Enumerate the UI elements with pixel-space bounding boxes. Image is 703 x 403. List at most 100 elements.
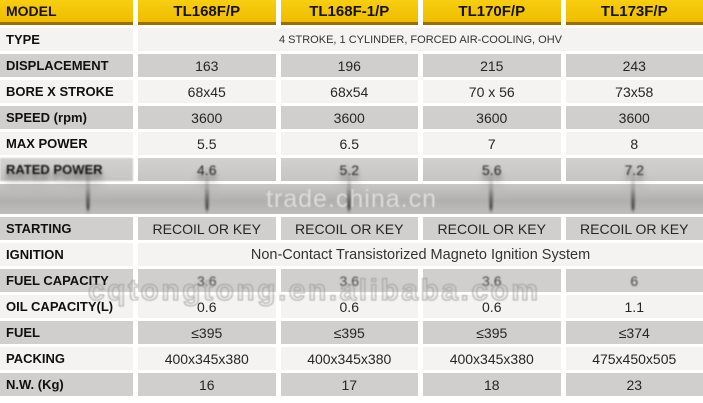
value-cell: 5.6 [423, 158, 561, 181]
table-row: PACKING 400x345x380 400x345x380 400x345x380… [0, 347, 703, 370]
cell-text: 3600 [191, 109, 223, 126]
cell-text: 400x345x380 [449, 350, 534, 367]
value-cell: 17 [280, 373, 418, 396]
row-label: RATED POWER [0, 158, 133, 181]
table-row: RATED POWER 4.6 5.2 5.6 7.2 [0, 158, 703, 181]
cell-text: 17 [341, 376, 358, 393]
value-cell: 8 [565, 132, 703, 155]
value-cell: 7.2 [565, 158, 703, 181]
value-cell: 3.6 [280, 269, 418, 292]
cell-text: 5.2 [339, 161, 359, 178]
row-label: N.W. (Kg) [0, 373, 133, 396]
value-cell: 0.6 [280, 295, 418, 318]
cell-text: 0.6 [482, 298, 502, 315]
cell-text: 6 [630, 272, 639, 289]
table-row: IGNITION Non-Contact Transistorized Magne… [0, 243, 703, 266]
cell-text: 68x54 [330, 83, 369, 100]
value-cell: 3600 [423, 106, 561, 129]
table-row: N.W. (Kg) 16 17 18 23 [0, 373, 703, 396]
cell-text: 16 [198, 376, 215, 393]
row-label: DISPLACEMENT [0, 54, 133, 77]
row-span-text: Non-Contact Transistorized Magneto Ignit… [250, 246, 591, 263]
value-cell: 7 [423, 132, 561, 155]
row-label: IGNITION [0, 243, 133, 266]
row-label: FUEL CAPACITY [0, 269, 133, 292]
cell-text: 400x345x380 [307, 350, 392, 367]
value-cell: 3600 [565, 106, 703, 129]
value-cell: RECOIL OR KEY [280, 217, 418, 240]
watermark-band-text: trade.china.cn [265, 184, 438, 213]
table-row: STARTING RECOIL OR KEY RECOIL OR KEY RECOIL… [0, 217, 703, 240]
cell-text: ≤395 [476, 324, 508, 341]
value-cell: 4.6 [138, 158, 276, 181]
cell-text: 0.6 [197, 298, 217, 315]
value-cell: 3600 [138, 106, 276, 129]
value-cell: 5.5 [138, 132, 276, 155]
cell-text: 70 x 56 [468, 83, 515, 100]
cell-text: 23 [626, 376, 643, 393]
cell-text: 3.6 [197, 272, 217, 289]
value-cell: 3.6 [423, 269, 561, 292]
cell-text: 7.2 [624, 161, 644, 178]
value-cell: RECOIL OR KEY [423, 217, 561, 240]
cell-text: 1.1 [624, 298, 644, 315]
row-span-value: 4 STROKE, 1 CYLINDER, FORCED AIR-COOLING… [138, 28, 703, 51]
table-row: FUEL ≤395 ≤395 ≤395 ≤374 [0, 321, 703, 344]
value-cell: 5.2 [280, 158, 418, 181]
value-cell: RECOIL OR KEY [565, 217, 703, 240]
value-cell: 3.6 [138, 269, 276, 292]
value-cell: 6 [565, 269, 703, 292]
cell-text: ≤374 [618, 324, 650, 341]
cell-text: 3600 [618, 109, 650, 126]
table-row: FUEL CAPACITY 3.6 3.6 3.6 6 [0, 269, 703, 292]
row-span-text: 4 STROKE, 1 CYLINDER, FORCED AIR-COOLING… [279, 33, 562, 46]
value-cell: 6.5 [280, 132, 418, 155]
value-cell: 0.6 [423, 295, 561, 318]
cell-text: 6.5 [339, 135, 359, 152]
value-cell: ≤395 [280, 321, 418, 344]
cell-text: 5.5 [197, 135, 217, 152]
cell-text: 3.6 [339, 272, 359, 289]
value-cell: 70 x 56 [423, 80, 561, 103]
value-cell: ≤395 [138, 321, 276, 344]
cell-text: RECOIL OR KEY [152, 220, 261, 237]
table-row: BORE X STROKE 68x45 68x54 70 x 56 73x58 [0, 80, 703, 103]
value-cell: 18 [423, 373, 561, 396]
cell-text: ≤395 [333, 324, 365, 341]
value-cell: 215 [423, 54, 561, 77]
cell-text: 73x58 [615, 83, 654, 100]
value-cell: 3600 [280, 106, 418, 129]
cell-text: ≤395 [191, 324, 223, 341]
value-cell: 243 [565, 54, 703, 77]
value-cell: 68x45 [138, 80, 276, 103]
cell-text: 7 [487, 135, 496, 152]
header-model-cell: TL168F-1/P [280, 0, 418, 25]
value-cell: 16 [138, 373, 276, 396]
cell-text: 215 [480, 57, 504, 74]
row-label: BORE X STROKE [0, 80, 133, 103]
row-span-value: Non-Contact Transistorized Magneto Ignit… [138, 243, 703, 266]
cell-text: 163 [195, 57, 219, 74]
value-cell: RECOIL OR KEY [138, 217, 276, 240]
cell-text: 475x450x505 [592, 350, 677, 367]
cell-text: 196 [337, 57, 361, 74]
value-cell: 68x54 [280, 80, 418, 103]
row-label: PACKING [0, 347, 133, 370]
cell-text: 3600 [476, 109, 508, 126]
value-cell: ≤374 [565, 321, 703, 344]
value-cell: 0.6 [138, 295, 276, 318]
value-cell: 400x345x380 [423, 347, 561, 370]
value-cell: 475x450x505 [565, 347, 703, 370]
header-corner-label: MODEL [0, 0, 133, 25]
table-row: OIL CAPACITY(L) 0.6 0.6 0.6 1.1 [0, 295, 703, 318]
row-label: MAX POWER [0, 132, 133, 155]
table-row: SPEED (rpm) 3600 3600 3600 3600 [0, 106, 703, 129]
table-row: TYPE 4 STROKE, 1 CYLINDER, FORCED AIR-COO… [0, 28, 703, 51]
cell-text: 68x45 [187, 83, 226, 100]
value-cell: 400x345x380 [280, 347, 418, 370]
row-label: OIL CAPACITY(L) [0, 295, 133, 318]
header-model-cell: TL168F/P [138, 0, 276, 25]
cell-text: RECOIL OR KEY [580, 220, 689, 237]
cell-text: 243 [622, 57, 646, 74]
